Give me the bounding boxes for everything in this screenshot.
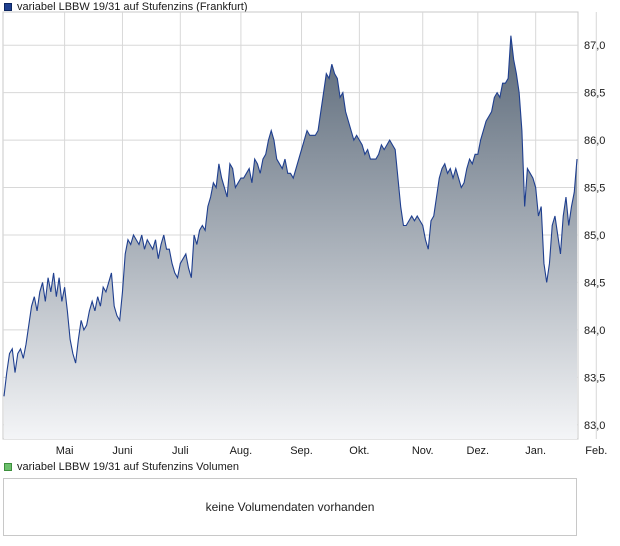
y-axis-ticks: 83,0 83,5 84,0 84,5 85,0 85,5 86,0 86,5 87,0: [584, 40, 605, 432]
x-tick-label: Juli: [172, 445, 189, 457]
x-tick-label: Okt.: [349, 445, 369, 457]
y-tick-label: 85,5: [584, 183, 605, 195]
price-line: [3, 35, 578, 397]
volume-legend-swatch: [4, 463, 12, 471]
volume-legend: variabel LBBW 19/31 auf Stufenzins Volum…: [4, 461, 239, 473]
y-tick-label: 86,0: [584, 135, 605, 147]
price-legend: variabel LBBW 19/31 auf Stufenzins (Fran…: [4, 1, 248, 13]
y-tick-label: 85,0: [584, 230, 605, 242]
x-tick-label: Nov.: [412, 445, 434, 457]
x-tick-label: Juni: [112, 445, 132, 457]
x-tick-label: Sep.: [290, 445, 313, 457]
y-tick-label: 87,0: [584, 40, 605, 52]
x-tick-label: Dez.: [467, 445, 490, 457]
y-tick-label: 83,5: [584, 372, 605, 384]
volume-legend-label: variabel LBBW 19/31 auf Stufenzins Volum…: [17, 461, 239, 473]
x-tick-label: Mai: [56, 445, 74, 457]
price-chart: 83,0 83,5 84,0 84,5 85,0 85,5 86,0 86,5 87,0 Mai…: [2, 11, 608, 457]
price-area: [4, 35, 577, 439]
y-tick-label: 84,5: [584, 277, 605, 289]
y-tick-label: 83,0: [584, 420, 605, 432]
y-tick-label: 84,0: [584, 325, 605, 337]
volume-empty-message: keine Volumendaten vorhanden: [205, 500, 375, 514]
x-tick-label: Feb.: [585, 445, 607, 457]
x-tick-label: Aug.: [230, 445, 253, 457]
price-legend-label: variabel LBBW 19/31 auf Stufenzins (Fran…: [17, 1, 248, 13]
x-axis-ticks: MaiJuniJuliAug.Sep.Okt.Nov.Dez.Jan.Feb.M…: [56, 445, 608, 457]
y-tick-label: 86,5: [584, 88, 605, 100]
price-legend-swatch: [4, 3, 12, 11]
volume-panel: keine Volumendaten vorhanden: [3, 478, 577, 536]
x-tick-label: Jan.: [525, 445, 546, 457]
